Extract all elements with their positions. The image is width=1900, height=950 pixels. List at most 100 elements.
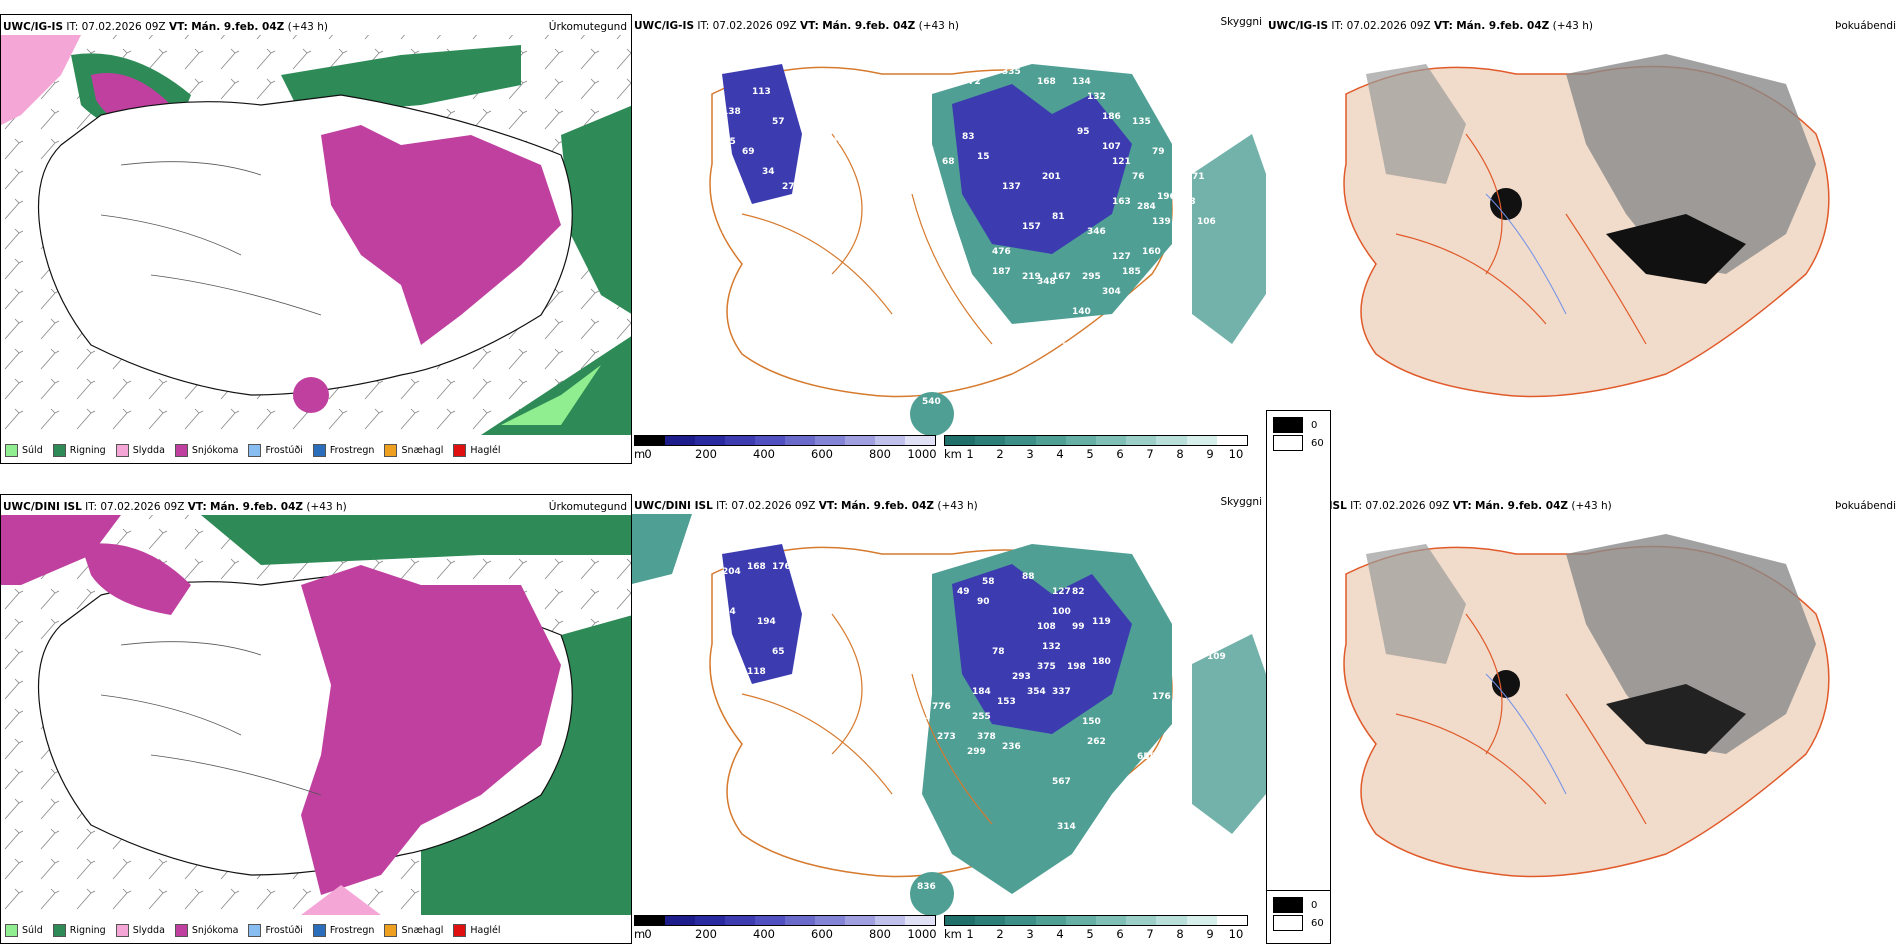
snow-depth-label: 219 — [1022, 272, 1041, 282]
legend-item: Rigning — [52, 444, 106, 457]
snow-depth-tick: 200 — [695, 927, 717, 941]
snow-depth-label: 78 — [992, 647, 1005, 657]
snow-depth-bar-segment — [815, 436, 845, 445]
visibility-tick: 7 — [1146, 927, 1154, 941]
legend-item: Slydda — [115, 924, 165, 937]
visibility-bar-segment — [1216, 916, 1248, 925]
snow-depth-label: 139 — [1152, 217, 1171, 227]
legend-item: Frostregn — [312, 924, 374, 937]
panel-title: Skyggni — [1220, 16, 1263, 28]
snow-depth-unit: m — [634, 927, 646, 941]
panel-title: Þokuábendi — [1835, 500, 1896, 512]
snow-depth-label: 113 — [752, 87, 771, 97]
visibility-colorbar: km 1 2 3 4 5 6 7 8 9 10 — [944, 915, 1248, 941]
snow-depth-bar-segment — [695, 916, 725, 925]
snow-depth-label: 194 — [757, 617, 776, 627]
visibility-tick: 4 — [1056, 447, 1064, 461]
snow-depth-label: 314 — [1057, 822, 1076, 832]
snow-depth-bar-segment — [725, 916, 755, 925]
precip-type-panel-dini[interactable]: UWC/DINI ISL IT: 07.02.2026 09Z VT: Mán.… — [0, 494, 632, 944]
snow-depth-unit: m — [634, 447, 646, 461]
snow-depth-label: 100 — [857, 727, 876, 737]
snow-visibility-panel-dini[interactable]: UWC/DINI ISL IT: 07.02.2026 09Z VT: Mán.… — [632, 494, 1266, 944]
snow-depth-bar-segment — [665, 916, 695, 925]
legend-item: Snjókoma — [174, 444, 238, 457]
snow-depth-tick: 0 — [644, 447, 652, 461]
snow-depth-label: 354 — [1027, 687, 1046, 697]
visibility-bar-segment — [1096, 916, 1127, 925]
snow-depth-label: 78 — [882, 597, 895, 607]
snow-depth-label: 100 — [1052, 607, 1071, 617]
snow-depth-label: 97 — [702, 257, 715, 267]
snow-depth-label: 567 — [1052, 777, 1071, 787]
snow-depth-colorbar: m 0 200 400 600 800 1000 — [634, 915, 937, 941]
snow-depth-label: 378 — [977, 732, 996, 742]
legend-item: Slydda — [115, 444, 165, 457]
legend-swatch — [5, 924, 18, 937]
visibility-ticks: km 1 2 3 4 5 6 7 8 9 10 — [944, 926, 1248, 941]
precip-type-panel-igis[interactable]: UWC/IG-IS IT: 07.02.2026 09Z VT: Mán. 9.… — [0, 14, 632, 464]
snow-depth-bar-segment — [695, 436, 725, 445]
legend-swatch — [52, 444, 66, 457]
snow-depth-label: 180 — [1092, 657, 1111, 667]
visibility-bar-segment — [945, 916, 976, 925]
snow-depth-label: 127 — [1052, 587, 1071, 597]
snow-depth-label: 49 — [957, 587, 970, 597]
fog-panel-dini[interactable]: UWC/DINI ISL IT: 07.02.2026 09Z VT: Mán.… — [1266, 494, 1900, 944]
snow-depth-bar-segment — [755, 916, 785, 925]
snow-depth-label: 273 — [937, 732, 956, 742]
snow-depth-bar-segment — [635, 436, 665, 445]
visibility-bar — [944, 915, 1248, 926]
visibility-bar-segment — [1096, 436, 1127, 445]
precip-map — [1, 35, 631, 435]
snow-depth-label: 218 — [897, 722, 916, 732]
snow-depth-label: 57 — [732, 197, 745, 207]
snow-depth-label: 284 — [1137, 202, 1156, 212]
snow-depth-colorbar: m 0 200 400 600 800 1000 — [634, 435, 937, 461]
visibility-bar-segment — [1216, 436, 1248, 445]
snow-depth-label: 176 — [772, 562, 791, 572]
snow-depth-bar-segment — [725, 436, 755, 445]
snow-depth-bar-segment — [875, 916, 905, 925]
snow-depth-label: 140 — [1072, 307, 1091, 317]
snow-depth-label: 99 — [1072, 622, 1085, 632]
fog-panel-igis[interactable]: UWC/IG-IS IT: 07.02.2026 09Z VT: Mán. 9.… — [1266, 14, 1900, 464]
panel-header: UWC/IG-IS IT: 07.02.2026 09Z VT: Mán. 9.… — [634, 20, 959, 32]
visibility-bar-segment — [1005, 436, 1036, 445]
snow-depth-label: 262 — [1087, 737, 1106, 747]
snow-depth-label: 137 — [1002, 182, 1021, 192]
snow-depth-label: 540 — [922, 397, 941, 407]
snow-depth-label: 47 — [722, 227, 735, 237]
legend-swatch — [312, 444, 326, 457]
visibility-tick: 1 — [966, 927, 974, 941]
snow-depth-label: 83 — [962, 132, 975, 142]
snow-depth-label: 164 — [717, 607, 736, 617]
snow-depth-tick: 800 — [869, 927, 891, 941]
visibility-bar-segment — [1065, 916, 1097, 925]
snow-depth-label: 185 — [1122, 267, 1141, 277]
snow-depth-tick: 400 — [753, 447, 775, 461]
panel-header: UWC/IG-IS IT: 07.02.2026 09Z VT: Mán. 9.… — [1268, 20, 1593, 32]
snow-depth-label: 187 — [992, 267, 1011, 277]
fog-legend-row: 0 — [1273, 897, 1324, 913]
snow-depth-label: 72 — [762, 212, 775, 222]
snow-visibility-panel-igis[interactable]: UWC/IG-IS IT: 07.02.2026 09Z VT: Mán. 9.… — [632, 14, 1266, 464]
visibility-bar-segment — [945, 436, 976, 445]
snow-map: 113 138 57 125 69 34 27 57 72 47 100 97 … — [702, 64, 1266, 436]
panel-title: Skyggni — [1220, 496, 1263, 508]
snow-depth-label: 75 — [832, 137, 845, 147]
snow-depth-label: 58 — [982, 577, 995, 587]
legend-swatch — [453, 924, 467, 937]
snow-depth-tick: 800 — [869, 447, 891, 461]
fog-map — [1343, 54, 1830, 398]
snow-depth-label: 90 — [977, 597, 990, 607]
snow-depth-label: 100 — [742, 247, 761, 257]
snow-depth-bar-segment — [665, 436, 695, 445]
visibility-tick: 6 — [1116, 927, 1124, 941]
visibility-tick: 5 — [1086, 927, 1094, 941]
snow-depth-label: 76 — [1132, 172, 1145, 182]
snow-depth-label: 132 — [1087, 92, 1106, 102]
legend-item: Haglél — [453, 444, 501, 457]
snow-depth-ticks: m 0 200 400 600 800 1000 — [634, 446, 937, 461]
